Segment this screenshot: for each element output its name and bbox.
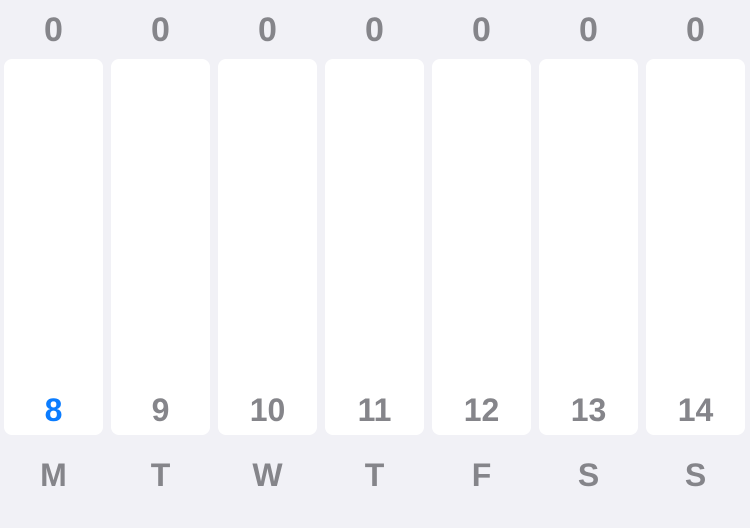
day-column-saturday[interactable]: 0 13 S xyxy=(539,0,638,528)
weekday-label: S xyxy=(577,457,600,493)
day-bar[interactable] xyxy=(218,59,317,435)
day-bar[interactable] xyxy=(646,59,745,435)
day-date-today: 8 xyxy=(44,392,63,428)
weekday-label: M xyxy=(40,457,67,493)
day-bar[interactable] xyxy=(4,59,103,435)
day-date: 10 xyxy=(249,392,286,428)
day-bar[interactable] xyxy=(432,59,531,435)
day-count: 0 xyxy=(365,11,384,49)
weekday-label: S xyxy=(684,457,707,493)
day-count: 0 xyxy=(151,11,170,49)
day-date: 14 xyxy=(677,392,714,428)
weekday-label: F xyxy=(471,457,492,493)
day-count: 0 xyxy=(579,11,598,49)
day-count: 0 xyxy=(44,11,63,49)
day-count: 0 xyxy=(472,11,491,49)
day-bar[interactable] xyxy=(111,59,210,435)
weekday-label: T xyxy=(364,457,385,493)
day-column-thursday[interactable]: 0 11 T xyxy=(325,0,424,528)
day-date: 12 xyxy=(463,392,500,428)
week-columns: 0 8 M 0 9 T 0 10 W 0 11 T 0 12 F xyxy=(4,0,746,528)
day-date: 13 xyxy=(570,392,607,428)
day-bar[interactable] xyxy=(539,59,638,435)
day-column-friday[interactable]: 0 12 F xyxy=(432,0,531,528)
day-column-wednesday[interactable]: 0 10 W xyxy=(218,0,317,528)
day-column-monday[interactable]: 0 8 M xyxy=(4,0,103,528)
day-date: 11 xyxy=(357,392,392,428)
day-count: 0 xyxy=(686,11,705,49)
day-bar[interactable] xyxy=(325,59,424,435)
day-column-sunday[interactable]: 0 14 S xyxy=(646,0,745,528)
day-column-tuesday[interactable]: 0 9 T xyxy=(111,0,210,528)
weekday-label: W xyxy=(252,457,283,493)
day-date: 9 xyxy=(151,392,170,428)
weekday-label: T xyxy=(150,457,171,493)
day-count: 0 xyxy=(258,11,277,49)
